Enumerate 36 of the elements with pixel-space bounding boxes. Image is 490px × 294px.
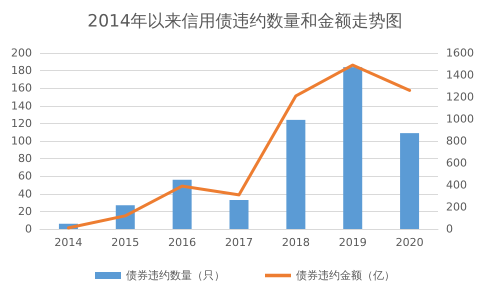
x-tick-label: 2020 xyxy=(396,236,424,249)
x-tick-label: 2014 xyxy=(54,236,82,249)
y-tick-label: 80 xyxy=(18,152,32,166)
y-tick-label: 200 xyxy=(11,46,32,60)
line-series xyxy=(66,64,412,230)
x-tick-label: 2016 xyxy=(168,236,196,249)
chart-title: 2014年以来信用债违约数量和金额走势图 xyxy=(87,12,403,32)
y2-tick-label: 1400 xyxy=(446,68,474,82)
y2-tick-label: 200 xyxy=(446,200,467,214)
y2-tick-label: 0 xyxy=(446,222,453,236)
x-tick-label: 2019 xyxy=(338,236,367,249)
bar xyxy=(400,133,420,229)
legend-label: 债券违约数量（只） xyxy=(126,269,225,282)
y-tick-label: 180 xyxy=(11,64,32,78)
y-tick-label: 0 xyxy=(25,222,32,236)
x-tick-label: 2015 xyxy=(111,236,140,249)
y-tick-label: 100 xyxy=(11,134,32,148)
bar xyxy=(286,120,306,229)
y-tick-label: 20 xyxy=(18,204,32,218)
y-tick-label: 120 xyxy=(11,116,32,130)
y2-tick-label: 600 xyxy=(446,156,467,170)
x-tick-label: 2017 xyxy=(225,236,253,249)
y2-tick-label: 1200 xyxy=(446,90,474,104)
bar xyxy=(172,180,192,229)
y-tick-label: 60 xyxy=(18,170,32,183)
y-tick-label: 140 xyxy=(11,99,32,112)
y2-tick-label: 800 xyxy=(446,134,467,148)
x-tick-label: 2018 xyxy=(282,236,310,249)
y2-tick-label: 1000 xyxy=(446,112,474,126)
bar xyxy=(230,200,248,229)
legend-label: 债券违约金额（亿） xyxy=(296,269,395,282)
bar xyxy=(343,67,362,229)
y-tick-label: 160 xyxy=(11,82,32,95)
y-tick-label: 40 xyxy=(18,187,32,200)
y2-tick-label: 1600 xyxy=(446,46,474,60)
y2-tick-label: 400 xyxy=(446,178,467,192)
